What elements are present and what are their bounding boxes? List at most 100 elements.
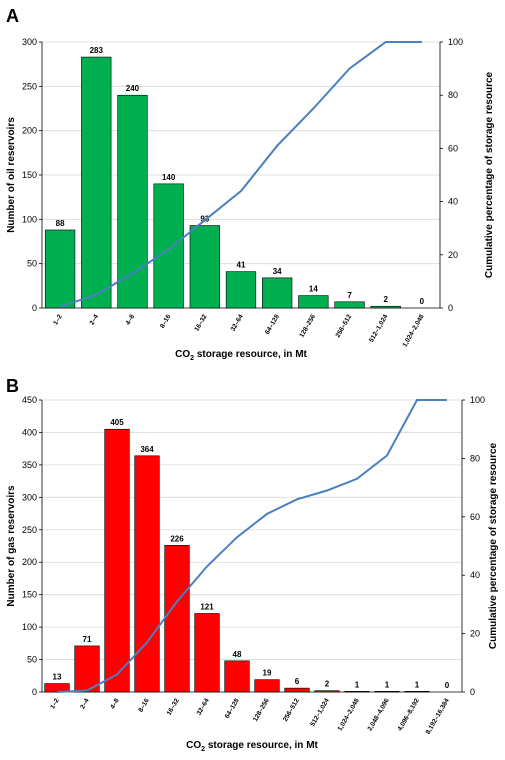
bar xyxy=(74,645,100,693)
x-category-label: 512–1,024 xyxy=(368,313,390,343)
x-category-label: 128–256 xyxy=(298,313,317,339)
bar xyxy=(344,691,370,693)
y-tick-label: 200 xyxy=(22,126,37,136)
bar-data-label: 71 xyxy=(83,635,92,644)
x-category-label: 1–2 xyxy=(52,313,64,326)
y-tick-label: 0 xyxy=(32,303,37,313)
x-category-label: 1,024–2,048 xyxy=(402,313,426,348)
bar xyxy=(254,679,280,693)
x-category-label: 8–16 xyxy=(159,313,172,329)
x-category-label: 2,048–4,096 xyxy=(367,697,391,732)
bar-data-label: 121 xyxy=(200,602,214,611)
bar-data-label: 2 xyxy=(325,680,330,689)
y-tick-label: 150 xyxy=(22,590,37,600)
y2-tick-label: 100 xyxy=(470,395,485,405)
cumulative-line xyxy=(56,399,447,693)
x-category-label: 1–2 xyxy=(49,697,61,710)
bar-data-label: 140 xyxy=(162,173,176,182)
bar-data-label: 0 xyxy=(445,681,450,690)
y2-tick-label: 80 xyxy=(470,453,480,463)
x-axis-title: CO2 storage resource, in Mt xyxy=(175,349,307,362)
y-tick-label: 300 xyxy=(22,37,37,47)
chart-panel-b: B050100150200250300350400450020406080100… xyxy=(6,376,499,753)
x-category-label: 16–32 xyxy=(166,697,181,716)
x-category-label: 4–8 xyxy=(109,697,121,710)
bar xyxy=(194,613,220,693)
x-category-label: 32–64 xyxy=(230,313,245,332)
bar xyxy=(224,660,250,693)
y2-tick-label: 0 xyxy=(448,303,453,313)
y-tick-label: 100 xyxy=(22,622,37,632)
y-tick-label: 200 xyxy=(22,557,37,567)
bar-data-label: 0 xyxy=(420,297,425,306)
bar xyxy=(284,687,310,693)
bar xyxy=(404,691,430,693)
y2-tick-label: 60 xyxy=(448,143,458,153)
x-category-label: 2–4 xyxy=(79,697,91,710)
y-tick-label: 50 xyxy=(27,259,37,269)
x-category-label: 4,096–8,192 xyxy=(397,697,421,732)
x-category-label: 2–4 xyxy=(89,313,101,326)
y-axis-title: Number of oil reservoirs xyxy=(6,117,17,233)
bar-data-label: 1 xyxy=(385,680,390,689)
x-category-label: 256–512 xyxy=(282,697,301,723)
chart-panel-a: A050100150200250300020406080100882832401… xyxy=(6,6,495,362)
y2-tick-label: 100 xyxy=(448,37,463,47)
y-tick-label: 250 xyxy=(22,525,37,535)
bar xyxy=(134,455,160,693)
x-category-label: 16–32 xyxy=(193,313,208,332)
bar-data-label: 19 xyxy=(263,669,272,678)
y2-tick-label: 40 xyxy=(470,570,480,580)
bar xyxy=(314,690,340,693)
bar-data-label: 88 xyxy=(56,219,65,228)
bar-data-label: 240 xyxy=(126,84,140,93)
y2-axis-title: Cumulative percentage of storage resourc… xyxy=(484,71,495,278)
y-tick-label: 300 xyxy=(22,492,37,502)
x-category-label: 512–1,024 xyxy=(309,697,331,727)
bar xyxy=(370,305,401,309)
y-tick-label: 0 xyxy=(32,687,37,697)
bar-data-label: 48 xyxy=(233,650,242,659)
y2-axis-title: Cumulative percentage of storage resourc… xyxy=(488,442,499,649)
y2-tick-label: 60 xyxy=(470,512,480,522)
y-tick-label: 450 xyxy=(22,395,37,405)
y2-tick-label: 40 xyxy=(448,197,458,207)
bar-data-label: 2 xyxy=(384,295,389,304)
x-category-label: 8,192–16,384 xyxy=(425,697,451,735)
bar-data-label: 283 xyxy=(90,46,104,55)
bar-data-label: 226 xyxy=(170,534,184,543)
y-tick-label: 350 xyxy=(22,460,37,470)
bar xyxy=(104,428,130,693)
x-category-label: 1,024–2,048 xyxy=(337,697,361,732)
bar xyxy=(153,183,184,309)
bar-data-label: 7 xyxy=(347,291,352,300)
x-axis-title: CO2 storage resource, in Mt xyxy=(186,740,318,753)
y2-tick-label: 20 xyxy=(448,250,458,260)
panel-letter: A xyxy=(6,6,19,26)
bar xyxy=(81,56,112,309)
x-category-label: 256–512 xyxy=(335,313,354,339)
y2-tick-label: 0 xyxy=(470,687,475,697)
cumulative-line xyxy=(59,41,422,308)
bar xyxy=(334,301,365,309)
y2-tick-label: 80 xyxy=(448,90,458,100)
x-category-label: 64–128 xyxy=(264,313,281,336)
bar-data-label: 34 xyxy=(273,267,282,276)
y2-tick-label: 20 xyxy=(470,629,480,639)
y-tick-label: 150 xyxy=(22,170,37,180)
panel-letter: B xyxy=(6,376,19,396)
bar-data-label: 405 xyxy=(110,418,124,427)
bar xyxy=(117,94,148,309)
y-tick-label: 50 xyxy=(27,655,37,665)
y-tick-label: 400 xyxy=(22,427,37,437)
bar-data-label: 1 xyxy=(355,680,360,689)
y-tick-label: 250 xyxy=(22,81,37,91)
bar xyxy=(189,225,220,309)
bar-data-label: 1 xyxy=(415,680,420,689)
bar xyxy=(374,691,400,693)
x-category-label: 128–256 xyxy=(252,697,271,723)
bar xyxy=(225,271,257,309)
x-category-label: 64–128 xyxy=(224,697,241,720)
bar xyxy=(262,277,293,309)
